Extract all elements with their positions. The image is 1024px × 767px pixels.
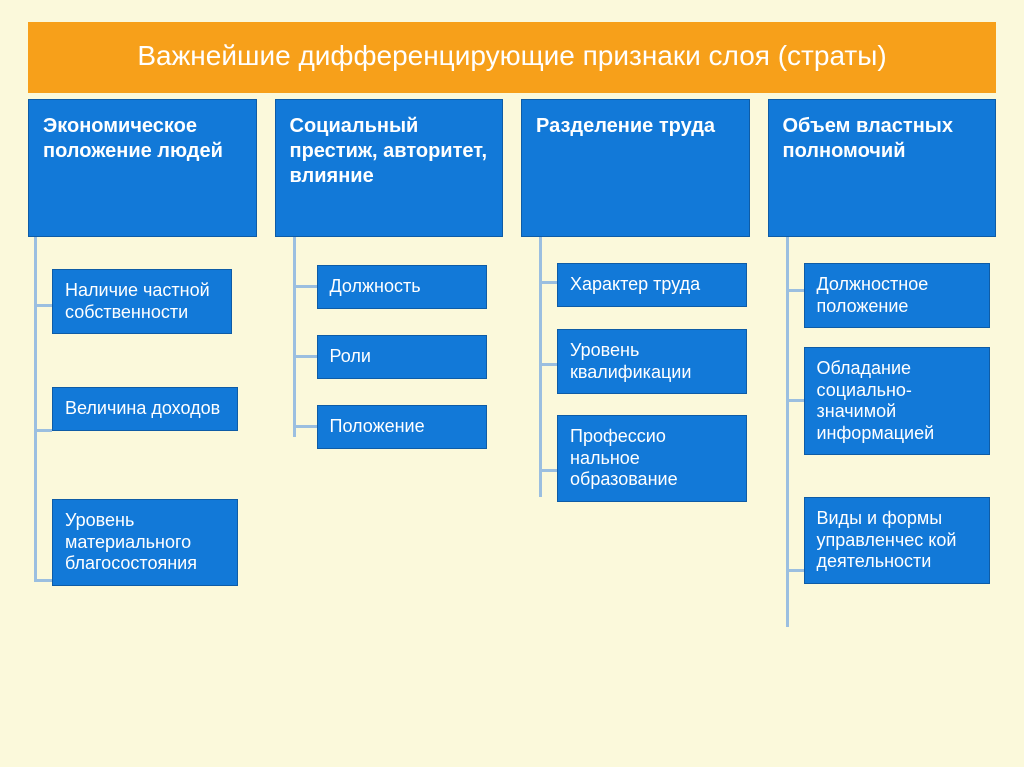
connector-rail <box>34 237 37 582</box>
column-prestige: Социальный престиж, авторитет, влияние Д… <box>275 99 504 237</box>
connector-tick <box>786 569 804 572</box>
connector-tick <box>34 429 52 432</box>
connector-rail <box>293 237 296 437</box>
header-authority: Объем властных полномочий <box>768 99 997 237</box>
connector-tick <box>786 289 804 292</box>
sub-item: Уровень материального благосостояния <box>52 499 238 586</box>
column-authority: Объем властных полномочий Должностное по… <box>768 99 997 237</box>
connector-tick <box>786 399 804 402</box>
connector-tick <box>539 363 557 366</box>
header-prestige: Социальный престиж, авторитет, влияние <box>275 99 504 237</box>
sub-item: Виды и формы управленчес кой деятельност… <box>804 497 990 584</box>
title-banner: Важнейшие дифференцирующие признаки слоя… <box>28 22 996 93</box>
page-title: Важнейшие дифференцирующие признаки слоя… <box>137 40 886 71</box>
columns-container: Экономическое положение людей Наличие ча… <box>28 99 996 237</box>
sub-item: Величина доходов <box>52 387 238 431</box>
sub-item: Профессио нальное образование <box>557 415 747 502</box>
sub-item: Уровень квалификации <box>557 329 747 394</box>
sub-item: Должностное положение <box>804 263 990 328</box>
sub-item: Наличие частной собственности <box>52 269 232 334</box>
column-economic: Экономическое положение людей Наличие ча… <box>28 99 257 237</box>
sub-item: Положение <box>317 405 487 449</box>
connector-tick <box>293 425 317 428</box>
connector-tick <box>34 304 52 307</box>
sub-item: Должность <box>317 265 487 309</box>
connector-tick <box>293 285 317 288</box>
connector-tick <box>34 579 52 582</box>
connector-rail <box>539 237 542 497</box>
header-labor: Разделение труда <box>521 99 750 237</box>
sub-item: Роли <box>317 335 487 379</box>
connector-tick <box>539 281 557 284</box>
connector-tick <box>293 355 317 358</box>
header-economic: Экономическое положение людей <box>28 99 257 237</box>
column-labor: Разделение труда Характер труда Уровень … <box>521 99 750 237</box>
sub-item: Характер труда <box>557 263 747 307</box>
sub-item: Обладание социально-значимой информацией <box>804 347 990 455</box>
connector-tick <box>539 469 557 472</box>
